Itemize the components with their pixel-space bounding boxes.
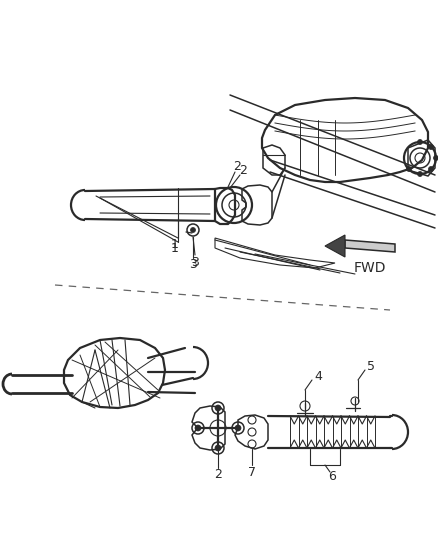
Circle shape <box>406 166 411 172</box>
Text: FWD: FWD <box>354 261 386 275</box>
Circle shape <box>215 405 221 411</box>
Polygon shape <box>325 235 345 257</box>
Circle shape <box>215 445 221 451</box>
Text: 2: 2 <box>214 469 222 481</box>
Circle shape <box>428 144 434 149</box>
Circle shape <box>235 425 241 431</box>
Circle shape <box>434 156 438 160</box>
Circle shape <box>428 166 434 172</box>
Text: 6: 6 <box>328 471 336 483</box>
Circle shape <box>191 228 195 232</box>
Text: 3: 3 <box>191 256 199 270</box>
Text: 4: 4 <box>314 369 322 383</box>
Circle shape <box>417 172 423 176</box>
Polygon shape <box>345 240 395 252</box>
Text: 3: 3 <box>189 257 197 271</box>
Text: 1: 1 <box>171 241 179 254</box>
Text: 1: 1 <box>171 238 179 252</box>
Text: 2: 2 <box>239 164 247 176</box>
Circle shape <box>417 140 423 144</box>
Text: 5: 5 <box>367 359 375 373</box>
Text: 7: 7 <box>248 466 256 480</box>
Circle shape <box>195 425 201 431</box>
Text: 2: 2 <box>233 160 241 174</box>
